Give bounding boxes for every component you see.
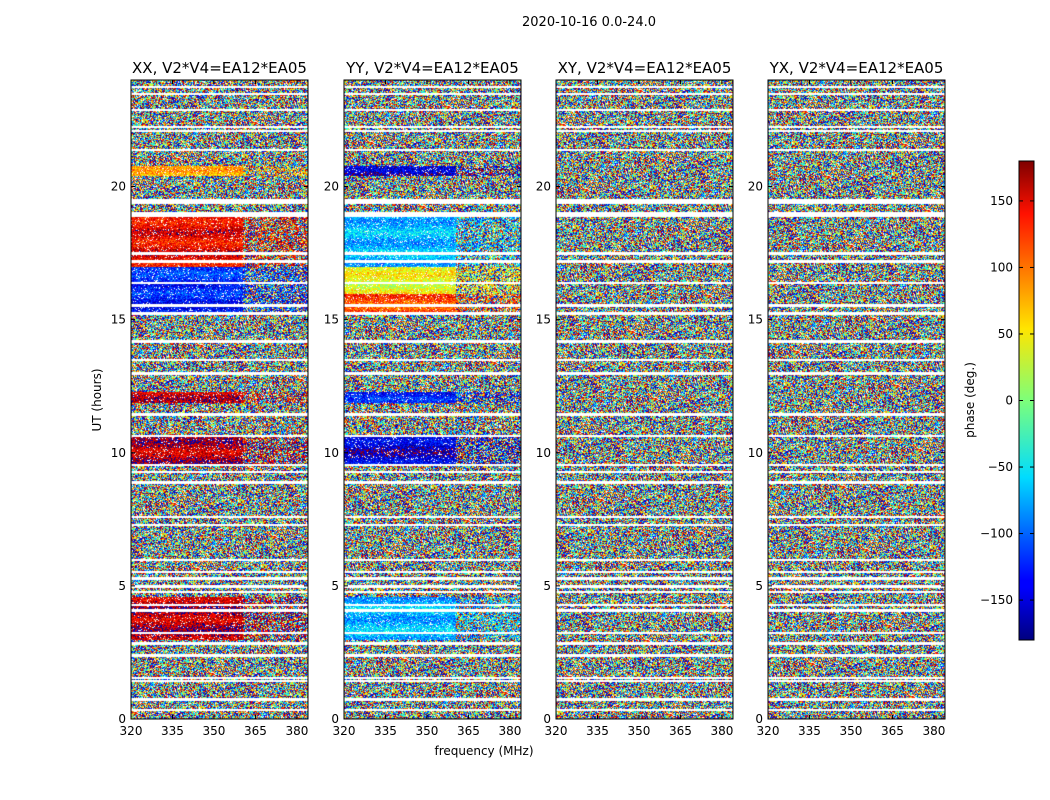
panel-yx: YX, V2*V4=EA12*EA05 320 335 350 365 380 0 5 10 15… (748, 59, 946, 738)
x-tick-label: 380 (922, 724, 945, 738)
panel-xx: XX, V2*V4=EA12*EA05 320 335 350 365 380 0 5 10 15… (111, 59, 309, 738)
x-tick-label: 335 (798, 724, 821, 738)
colorbar-tick-label: −50 (988, 460, 1013, 474)
colorbar-ticks: 150 100 50 0 −50 −100 −150 (980, 194, 1034, 607)
x-tick-label: 350 (628, 724, 651, 738)
y-tick-label: 15 (748, 313, 763, 327)
y-tick-label: 10 (536, 446, 551, 460)
y-tick-label: 10 (748, 446, 763, 460)
colorbar-tick-label: −100 (980, 527, 1013, 541)
x-tick-label: 320 (545, 724, 568, 738)
colorbar-tick-label: 0 (1005, 394, 1013, 408)
y-tick-label: 20 (748, 180, 763, 194)
x-tick-label: 335 (374, 724, 397, 738)
heatmap-xy (556, 80, 733, 719)
panel-title: YY, V2*V4=EA12*EA05 (345, 59, 519, 77)
figure-suptitle: 2020-10-16 0.0-24.0 (522, 15, 656, 30)
x-tick-label: 380 (498, 724, 521, 738)
axes-frame (767, 79, 946, 720)
panels: XX, V2*V4=EA12*EA05 320 335 350 365 380 0 5 10 15… (111, 59, 946, 738)
y-tick-label: 15 (536, 313, 551, 327)
panel-title: XX, V2*V4=EA12*EA05 (132, 59, 307, 77)
colorbar-tick-label: 150 (990, 194, 1013, 208)
y-axis-label: UT (hours) (90, 368, 104, 431)
colorbar-tick-label: 50 (998, 327, 1013, 341)
y-tick-label: 10 (324, 446, 339, 460)
x-tick-label: 350 (203, 724, 226, 738)
y-tick-label: 5 (331, 579, 339, 593)
panel-title: XY, V2*V4=EA12*EA05 (558, 59, 732, 77)
y-tick-label: 5 (118, 579, 126, 593)
x-axis-label: frequency (MHz) (434, 744, 533, 758)
x-tick-label: 320 (120, 724, 143, 738)
x-tick-label: 380 (710, 724, 733, 738)
x-tick-label: 365 (457, 724, 480, 738)
y-tick-label: 5 (755, 579, 763, 593)
heatmap-xx (131, 80, 308, 719)
x-tick-label: 335 (586, 724, 609, 738)
x-tick-label: 365 (244, 724, 267, 738)
axes-frame (343, 79, 522, 720)
panel-xy: XY, V2*V4=EA12*EA05 320 335 350 365 380 0 5 10 15… (536, 59, 734, 738)
x-tick-label: 320 (333, 724, 356, 738)
panel-yy: YY, V2*V4=EA12*EA05 320 335 350 365 380 0 5 10 15… (324, 59, 522, 738)
y-tick-label: 0 (331, 712, 339, 726)
y-tick-label: 0 (755, 712, 763, 726)
x-tick-label: 320 (757, 724, 780, 738)
x-tick-label: 365 (669, 724, 692, 738)
y-tick-label: 15 (324, 313, 339, 327)
y-tick-label: 20 (324, 180, 339, 194)
panel-title: YX, V2*V4=EA12*EA05 (769, 59, 944, 77)
y-tick-label: 0 (118, 712, 126, 726)
colorbar-tick-label: −150 (980, 593, 1013, 607)
y-tick-label: 20 (111, 180, 126, 194)
heatmap-yy (344, 80, 521, 719)
axes-frame (130, 79, 309, 720)
colorbar-label: phase (deg.) (963, 362, 977, 438)
x-tick-label: 365 (881, 724, 904, 738)
y-tick-label: 10 (111, 446, 126, 460)
x-tick-label: 350 (416, 724, 439, 738)
x-tick-label: 380 (285, 724, 308, 738)
y-tick-label: 15 (111, 313, 126, 327)
y-tick-label: 5 (543, 579, 551, 593)
x-tick-label: 335 (161, 724, 184, 738)
colorbar: 150 100 50 0 −50 −100 −150 phase (deg.) (963, 160, 1035, 641)
x-tick-label: 350 (840, 724, 863, 738)
y-tick-label: 20 (536, 180, 551, 194)
y-tick-label: 0 (543, 712, 551, 726)
heatmap-yx (768, 80, 945, 719)
axes-frame (555, 79, 734, 720)
colorbar-tick-label: 100 (990, 260, 1013, 274)
